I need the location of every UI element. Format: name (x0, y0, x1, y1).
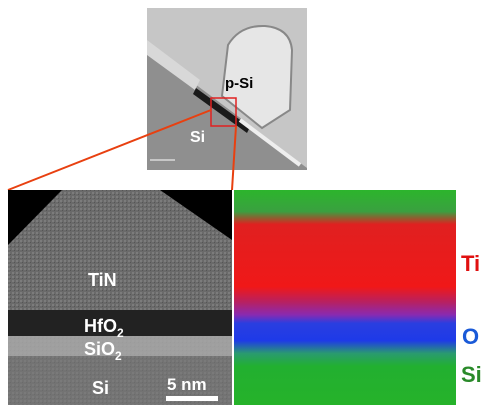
scale-bar (166, 396, 218, 401)
gate-label: p-Si (225, 75, 253, 92)
legend-label: Si (461, 362, 482, 387)
scale-bar-label: 5 nm (167, 375, 207, 394)
overview-image: p-Si Si (147, 8, 307, 170)
tem-panel: TiN HfO2 SiO2 Si 5 nm (8, 190, 232, 405)
subscript: 2 (115, 349, 122, 363)
legend-label: Ti (461, 251, 480, 276)
figure: p-Si Si TiN HfO2 SiO2 Si 5 nm Ti O Si (0, 0, 488, 405)
legend-label: O (462, 324, 479, 349)
layer-label: Si (92, 378, 109, 398)
layer-label: TiN (88, 270, 117, 290)
substrate-label: Si (190, 129, 205, 146)
layer-label: HfO (84, 316, 117, 336)
eds-map (234, 190, 456, 405)
layer-label: SiO (84, 339, 115, 359)
subscript: 2 (117, 326, 124, 340)
